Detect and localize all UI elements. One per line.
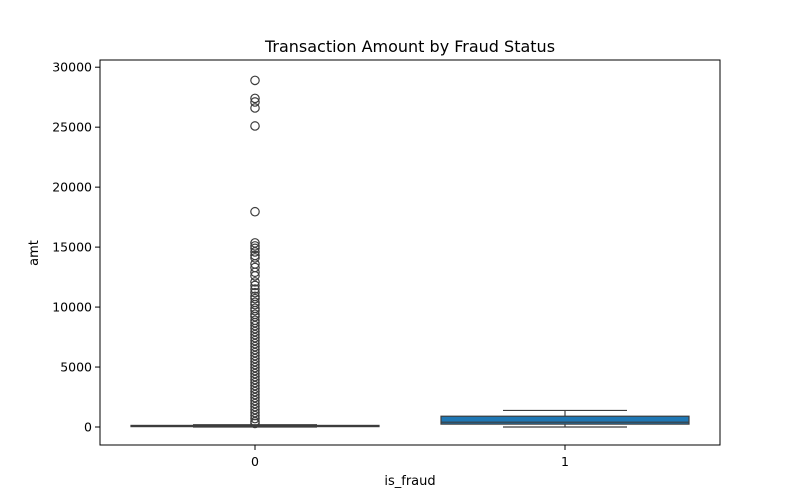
x-tick-label: 1 [561,454,569,469]
y-tick-label: 25000 [52,120,92,135]
outlier-point [250,267,260,278]
y-axis: 0 5000 10000 15000 20000 25000 30000 [52,60,100,435]
outlier-point [250,418,260,429]
plot-frame [99,59,721,446]
outlier-point [250,305,260,316]
outlier-point [250,206,260,217]
outlier-point [250,284,260,294]
outlier-point [250,121,260,131]
outlier-point [250,287,260,298]
y-axis-label: amt [27,240,42,266]
chart-title: Transaction Amount by Fraud Status [264,37,555,56]
box [440,415,690,425]
outlier-point [250,243,260,254]
outlier-point [250,253,260,263]
outlier-point [250,299,260,310]
y-tick-label: 15000 [52,240,92,255]
outlier-point [250,103,260,113]
outlier-point [250,277,260,287]
y-tick-label: 20000 [52,180,92,195]
box-group-0 [130,75,380,429]
outlier-point [250,280,260,291]
outlier-point [250,413,260,424]
y-tick-label: 30000 [52,60,92,75]
outlier-point [250,241,260,251]
outlier-point [250,271,260,281]
outlier-point [250,97,260,107]
outlier-point [250,75,260,86]
y-tick-label: 0 [84,420,92,435]
x-tick-label: 0 [251,454,259,469]
y-tick-label: 10000 [52,300,92,315]
outlier-point [250,93,260,104]
outlier-point [250,247,260,257]
outlier-point [250,293,260,304]
box-group-1 [440,409,690,428]
x-axis-label: is_fraud [384,474,435,489]
outlier-point [250,410,260,421]
y-tick-label: 5000 [60,360,92,375]
plot-area [130,75,690,429]
